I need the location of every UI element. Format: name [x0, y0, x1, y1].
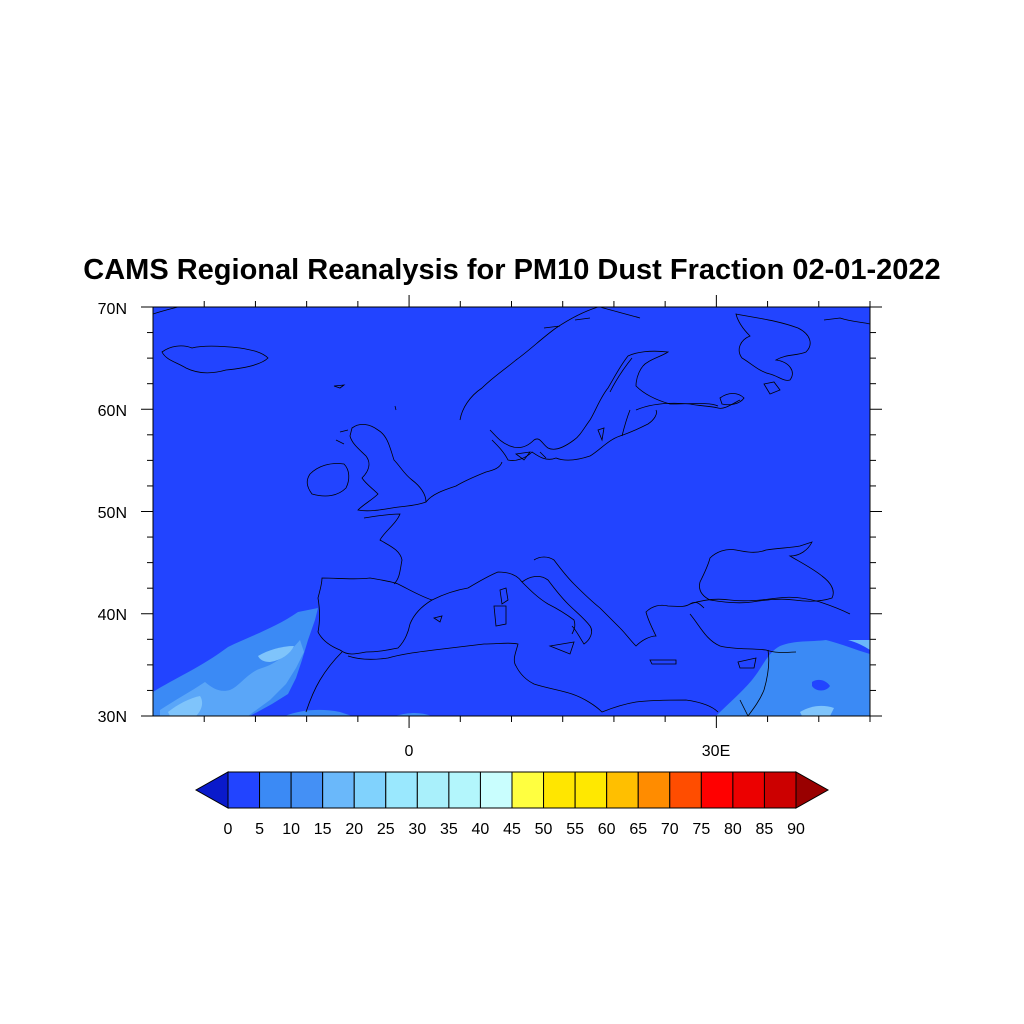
coast-bothnia — [609, 357, 633, 437]
legend-tick-label: 55 — [566, 821, 584, 838]
legend-swatch — [479, 771, 513, 809]
dust-field-west-20 — [168, 696, 203, 716]
lon-label: 30E — [702, 743, 730, 760]
coast-black-sea — [699, 541, 834, 604]
legend-over-arrow — [795, 771, 830, 809]
coast-shetland — [394, 405, 397, 411]
coast-ireland — [306, 463, 350, 497]
lat-label: 50N — [98, 505, 127, 522]
lat-label: 70N — [98, 301, 127, 318]
legend-tick-label: 40 — [472, 821, 490, 838]
coastlines — [153, 307, 870, 716]
legend-swatch — [763, 771, 797, 809]
coast-france — [363, 513, 403, 585]
coast-sicily — [548, 641, 575, 655]
legend-swatch — [259, 771, 292, 809]
legend-tick-label: 90 — [787, 821, 805, 838]
legend-tick-label: 10 — [282, 821, 300, 838]
legend-under-arrow — [194, 771, 229, 809]
coast-morocco — [305, 651, 343, 713]
legend-tick-label: 65 — [629, 821, 647, 838]
coast-kola-islands — [719, 381, 781, 406]
coast-cyprus — [737, 657, 757, 669]
dust-field-east-hole — [812, 679, 830, 691]
coast-great-britain — [349, 424, 427, 512]
axis-ticks — [141, 295, 882, 728]
legend-tick-label: 25 — [377, 821, 395, 838]
dust-field-east-15 — [800, 705, 834, 716]
lon-label: 0 — [405, 743, 414, 760]
lon-axis-labels: 0 30E — [405, 743, 731, 760]
legend-tick-label: 85 — [756, 821, 774, 838]
legend-swatch — [322, 771, 355, 809]
dust-fields — [153, 608, 870, 716]
legend-swatch — [700, 771, 734, 809]
legend-tick-label: 20 — [345, 821, 363, 838]
lat-label: 60N — [98, 403, 127, 420]
legend-tick-label: 30 — [408, 821, 426, 838]
coast-iceland — [161, 345, 269, 374]
coast-kola — [735, 313, 870, 381]
coast-finland — [635, 399, 741, 411]
legend-tick-label: 70 — [661, 821, 679, 838]
lat-label: 30N — [98, 709, 127, 726]
dust-field-east-5-10 — [716, 640, 870, 716]
legend-tick-label: 60 — [598, 821, 616, 838]
legend-tick-label: 75 — [692, 821, 710, 838]
lat-label: 40N — [98, 607, 127, 624]
legend-tick-label: 5 — [255, 821, 264, 838]
legend-swatch — [511, 771, 545, 809]
legend-tick-label: 15 — [314, 821, 332, 838]
legend-swatch — [637, 771, 671, 809]
legend-swatch — [448, 771, 481, 809]
legend-swatch — [669, 771, 702, 809]
legend-swatch — [385, 771, 418, 809]
map-plot-area: 70N 60N 50N 40N 30N 0 30E — [98, 295, 882, 760]
dust-field-east-edge — [848, 640, 870, 650]
legend-tick-label: 80 — [724, 821, 742, 838]
legend-tick-label: 45 — [503, 821, 521, 838]
coast-continent-north — [425, 461, 503, 503]
lat-axis-labels: 70N 60N 50N 40N 30N — [98, 301, 127, 726]
legend-swatch — [353, 771, 387, 809]
coast-scandinavia — [459, 307, 719, 450]
coast-iberia — [317, 577, 433, 655]
legend-swatch — [290, 771, 324, 809]
coast-sardinia — [493, 605, 507, 627]
coast-sinai — [739, 699, 749, 716]
legend-tick-label: 0 — [224, 821, 233, 838]
coast-balearic — [433, 615, 443, 623]
map-title: CAMS Regional Reanalysis for PM10 Dust F… — [83, 254, 941, 286]
legend-swatch — [574, 771, 608, 809]
coast-faroe — [333, 384, 346, 389]
coast-turkey — [689, 596, 851, 653]
dust-field-west-15-20 — [258, 646, 294, 662]
coast-denmark-islands — [514, 451, 547, 461]
legend-swatch — [606, 771, 639, 809]
coast-greenland — [153, 307, 179, 315]
legend-tick-label: 35 — [440, 821, 458, 838]
legend-swatch — [227, 771, 261, 809]
coast-north-africa — [347, 642, 719, 713]
legend-swatch — [416, 771, 450, 809]
coast-crete — [649, 659, 677, 665]
coast-corsica — [499, 587, 509, 605]
coast-denmark — [491, 409, 657, 461]
dust-field-south-coast — [285, 709, 432, 716]
coast-italy — [521, 576, 592, 645]
coast-gotland — [597, 427, 605, 442]
legend-swatch — [543, 771, 576, 809]
legend-swatch — [732, 771, 765, 809]
coast-adriatic — [533, 556, 621, 629]
color-legend: 0 5 10 15 20 25 30 35 40 45 50 55 60 65 70 75 80 85 90 — [194, 771, 830, 838]
legend-tick-label: 50 — [535, 821, 553, 838]
coast-hebrides — [335, 429, 349, 445]
coast-levant — [747, 649, 770, 716]
